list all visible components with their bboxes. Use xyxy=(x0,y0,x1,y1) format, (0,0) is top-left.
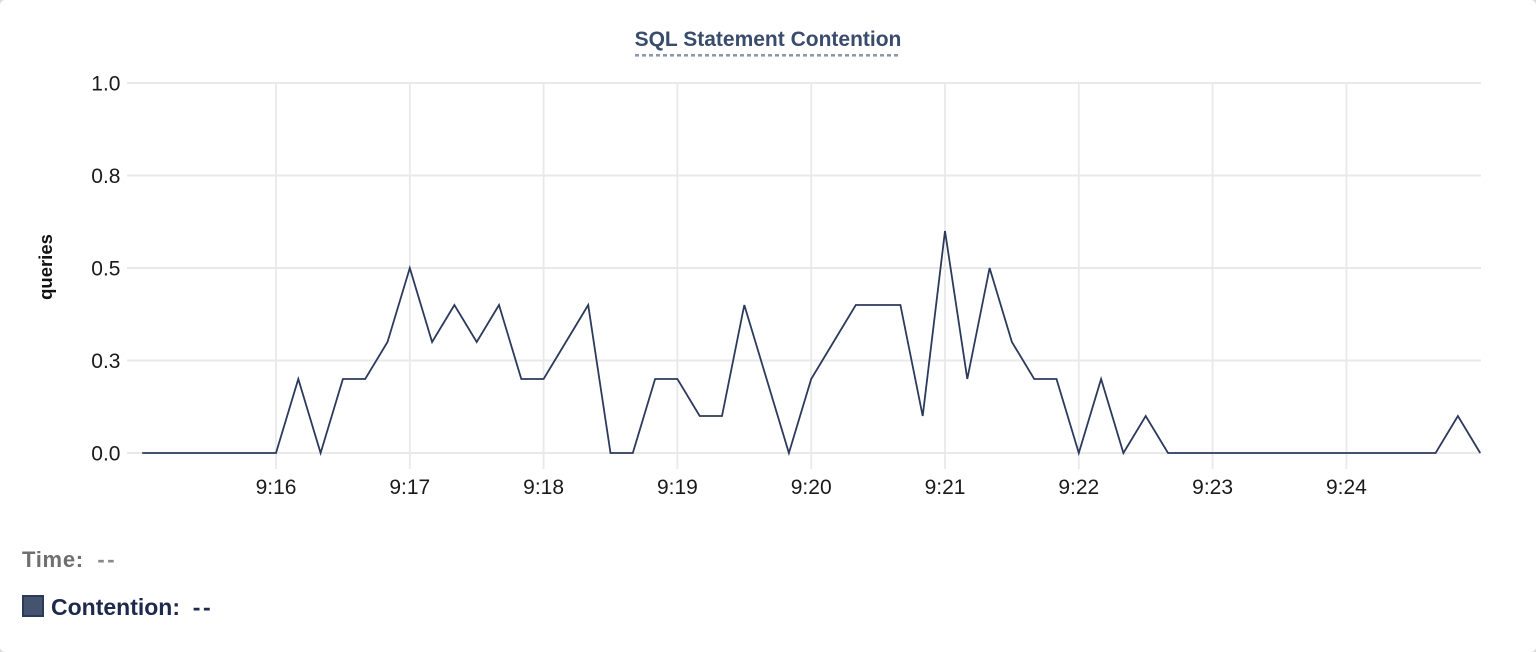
svg-text:9:17: 9:17 xyxy=(389,476,430,499)
svg-text:9:16: 9:16 xyxy=(256,476,297,499)
svg-text:0.3: 0.3 xyxy=(91,350,120,373)
svg-text:9:23: 9:23 xyxy=(1192,476,1233,499)
svg-text:9:20: 9:20 xyxy=(791,476,832,499)
svg-text:9:21: 9:21 xyxy=(925,476,966,499)
svg-text:9:19: 9:19 xyxy=(657,476,698,499)
svg-text:9:22: 9:22 xyxy=(1058,476,1099,499)
svg-text:0.8: 0.8 xyxy=(91,165,120,188)
svg-text:9:18: 9:18 xyxy=(523,476,564,499)
svg-text:queries: queries xyxy=(35,234,56,300)
svg-text:0.5: 0.5 xyxy=(91,258,120,281)
svg-text:9:24: 9:24 xyxy=(1326,476,1367,499)
svg-text:1.0: 1.0 xyxy=(91,73,120,96)
svg-text:0.0: 0.0 xyxy=(91,443,120,466)
